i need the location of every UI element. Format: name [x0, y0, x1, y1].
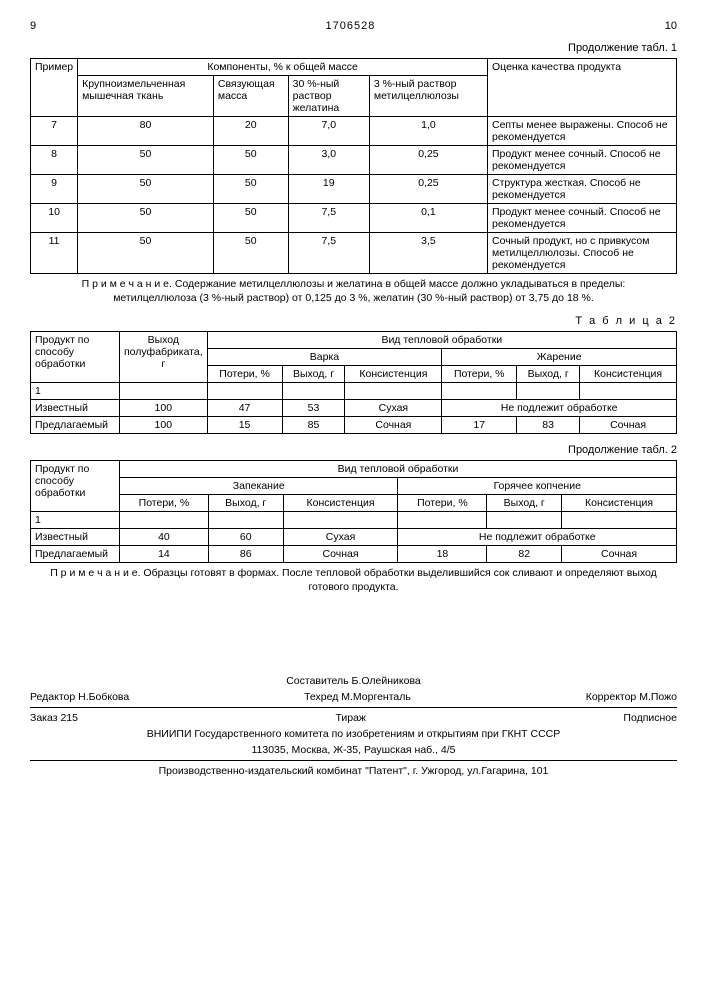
page-numbers: 9 1706528 10: [30, 20, 677, 32]
page-right: 10: [665, 20, 677, 32]
t1-c1: Крупноизмельченная мышечная ткань: [78, 76, 214, 117]
footer: Составитель Б.Олейникова Редактор Н.Бобк…: [30, 675, 677, 777]
t3-s1: Запекание: [120, 478, 398, 495]
table-row: 1150507,53,5Сочный продукт, но с привкус…: [31, 233, 677, 274]
sub: Подписное: [623, 712, 677, 724]
t3-c1: Потери, %: [120, 495, 209, 512]
t1-h-quality: Оценка качества продукта: [488, 59, 677, 117]
table-2-label: Т а б л и ц а 2: [30, 315, 677, 327]
table-row: 95050190,25Структура жесткая. Способ не …: [31, 175, 677, 204]
publisher: Производственно-издательский комбинат "П…: [30, 765, 677, 777]
t2-h2: Выход полуфабриката, г: [120, 332, 208, 383]
t3-c2: Выход, г: [208, 495, 283, 512]
t3-h1: Продукт по способу обработки: [31, 461, 120, 512]
corrector: Корректор М.Пожо: [586, 691, 677, 703]
t1-h-example: Пример: [31, 59, 78, 117]
table-row: 780207,01,0Септы менее выражены. Способ …: [31, 117, 677, 146]
note-1: П р и м е ч а н и е. Содержание метилцел…: [50, 278, 657, 305]
t3-s2: Горячее копчение: [398, 478, 677, 495]
t1-c4: 3 %-ный раствор метилцеллюлозы: [369, 76, 487, 117]
table-row: Предлагаемый 100 15 85 Сочная 17 83 Сочн…: [31, 417, 677, 434]
tirage: Тираж: [335, 712, 366, 724]
continuation-2: Продолжение табл. 2: [30, 444, 677, 456]
t2-c6: Консистенция: [580, 366, 677, 383]
t2-c4: Потери, %: [442, 366, 517, 383]
t3-h2: Вид тепловой обработки: [120, 461, 677, 478]
t2-s2: Жарение: [442, 349, 677, 366]
t2-c5: Выход, г: [517, 366, 580, 383]
table-2: Продукт по способу обработки Выход полуф…: [30, 331, 677, 434]
address: 113035, Москва, Ж-35, Раушская наб., 4/5: [30, 744, 677, 756]
table-row: 1050507,50,1Продукт менее сочный. Способ…: [31, 204, 677, 233]
t2-c2: Выход, г: [282, 366, 345, 383]
compiler: Составитель Б.Олейникова: [30, 675, 677, 687]
t2-h1: Продукт по способу обработки: [31, 332, 120, 383]
table-row: Предлагаемый 14 86 Сочная 18 82 Сочная: [31, 546, 677, 563]
t2-h3: Вид тепловой обработки: [207, 332, 676, 349]
t2-s1: Варка: [207, 349, 442, 366]
note-2: П р и м е ч а н и е. Образцы готовят в ф…: [50, 567, 657, 594]
table-1: Пример Компоненты, % к общей массе Оценк…: [30, 58, 677, 274]
t2-c1: Потери, %: [207, 366, 282, 383]
table-2-cont: Продукт по способу обработки Вид теплово…: [30, 460, 677, 563]
page-left: 9: [30, 20, 36, 32]
tech: Техред М.Моргенталь: [304, 691, 411, 703]
table-row: 1: [31, 383, 120, 400]
editor: Редактор Н.Бобкова: [30, 691, 129, 703]
doc-number: 1706528: [326, 20, 376, 32]
t3-c4: Потери, %: [398, 495, 487, 512]
t3-c5: Выход, г: [487, 495, 562, 512]
continuation-1: Продолжение табл. 1: [30, 42, 677, 54]
table-row: Известный 40 60 Сухая Не подлежит обрабо…: [31, 529, 677, 546]
org: ВНИИПИ Государственного комитета по изоб…: [30, 728, 677, 740]
t1-c2: Связующая масса: [213, 76, 288, 117]
t3-c3: Консистенция: [283, 495, 398, 512]
t3-c6: Консистенция: [562, 495, 677, 512]
t1-h-components: Компоненты, % к общей массе: [78, 59, 488, 76]
table-row: 1: [31, 512, 120, 529]
order: Заказ 215: [30, 712, 78, 724]
table-row: Известный 100 47 53 Сухая Не подлежит об…: [31, 400, 677, 417]
table-row: 850503,00,25Продукт менее сочный. Способ…: [31, 146, 677, 175]
t1-c3: 30 %-ный раствор желатина: [288, 76, 369, 117]
t2-c3: Консистенция: [345, 366, 442, 383]
